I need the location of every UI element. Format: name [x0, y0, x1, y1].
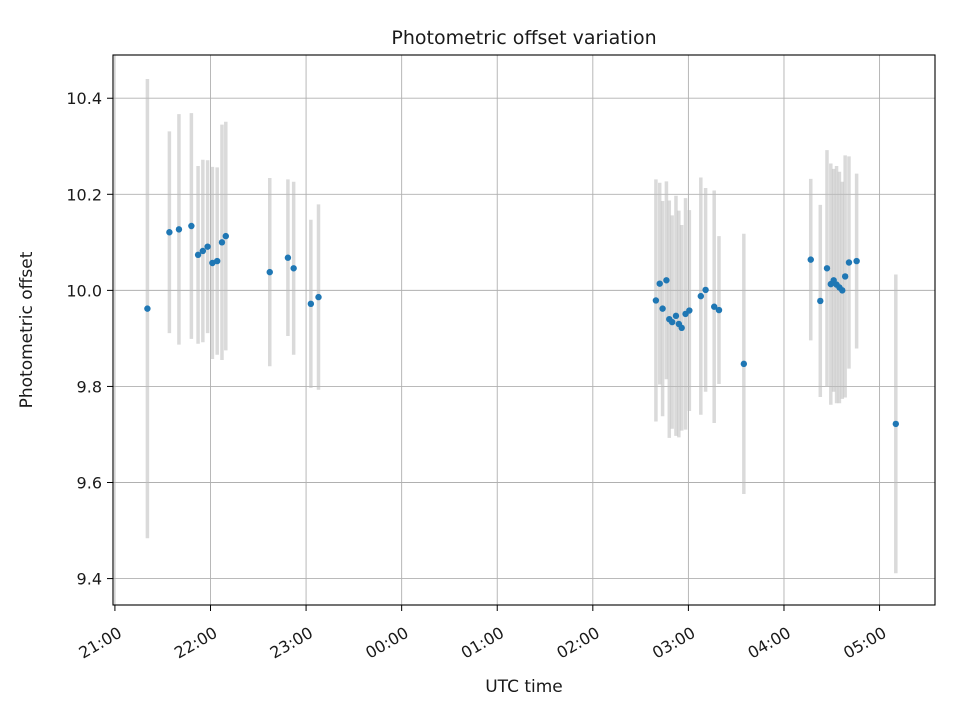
data-point: [213, 257, 221, 265]
data-point: [266, 268, 273, 276]
y-tick-label: 10.2: [66, 185, 102, 204]
data-point: [222, 232, 229, 240]
data-point: [194, 251, 202, 259]
data-point: [839, 287, 846, 294]
data-point: [817, 297, 824, 305]
x-tick-label: 21:00: [75, 623, 124, 663]
data-point: [218, 239, 226, 246]
data-point: [678, 324, 685, 332]
data-point: [668, 318, 676, 326]
data-point: [892, 420, 900, 428]
chart-title: Photometric offset variation: [391, 27, 656, 49]
y-axis-label: Photometric offset: [17, 251, 37, 408]
y-tick-label: 10.0: [66, 281, 102, 300]
data-point: [290, 265, 297, 272]
data-point: [166, 229, 173, 236]
plot-border: [112, 54, 936, 606]
data-point: [807, 256, 814, 263]
data-point: [284, 254, 292, 261]
data-point: [656, 280, 663, 287]
y-tick-label: 10.4: [66, 89, 102, 108]
data-point: [740, 360, 748, 368]
grid-layer: [113, 55, 935, 605]
data-point: [188, 222, 195, 230]
x-tick-label: 03:00: [649, 623, 698, 663]
x-tick-label: 23:00: [267, 623, 316, 663]
data-point: [702, 286, 709, 294]
data-point: [663, 277, 670, 284]
data-point: [823, 265, 831, 272]
y-tick-label: 9.8: [77, 377, 102, 396]
data-point: [204, 243, 211, 250]
data-point: [144, 305, 151, 312]
data-point: [686, 307, 693, 314]
x-tick-label: 02:00: [553, 623, 602, 663]
data-point: [175, 226, 183, 233]
data-point: [841, 273, 849, 280]
data-point: [715, 306, 723, 314]
data-point: [711, 303, 718, 310]
data-point: [307, 300, 315, 308]
x-tick-label: 04:00: [745, 623, 794, 663]
y-tick-label: 9.4: [77, 570, 102, 589]
x-tick-label: 00:00: [362, 623, 411, 663]
data-point: [845, 259, 853, 266]
x-axis-label: UTC time: [485, 677, 563, 697]
data-point: [652, 297, 660, 304]
data-point: [697, 292, 705, 300]
axes-layer: 21:00 22:00 23:00 00:00 01:00 02:00 03:00 04:00…: [66, 54, 936, 663]
data-point: [315, 293, 322, 301]
data-point: [672, 312, 680, 320]
x-tick-label: 01:00: [458, 623, 507, 663]
data-point: [659, 305, 666, 312]
x-tick-label: 05:00: [840, 623, 889, 663]
data-point: [853, 257, 860, 265]
y-tick-label: 9.6: [77, 474, 102, 493]
marker-layer: [144, 222, 900, 428]
data-point: [199, 247, 207, 255]
x-tick-label: 22:00: [171, 623, 220, 663]
